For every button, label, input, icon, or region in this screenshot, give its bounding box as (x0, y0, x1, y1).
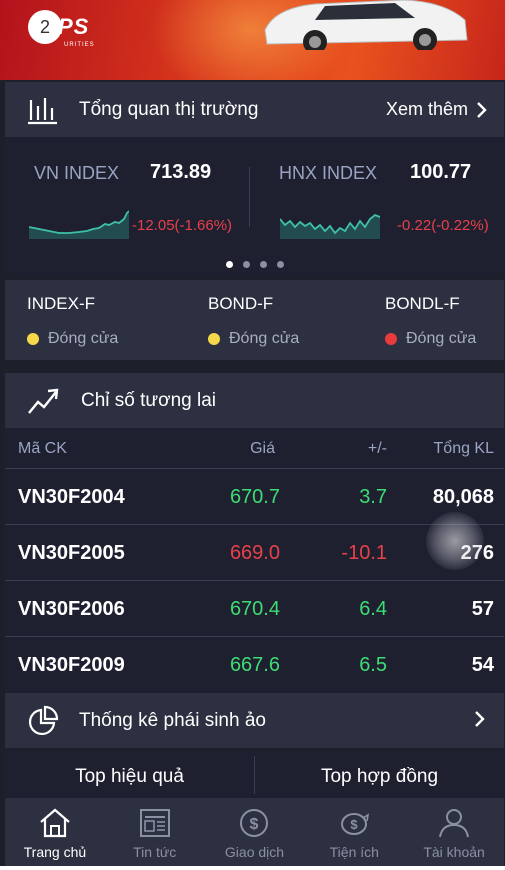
index-change: -0.22(-0.22%) (397, 217, 489, 234)
nav-news[interactable]: Tin tức (105, 798, 205, 866)
tab-divider (254, 756, 255, 794)
index-card-vn[interactable]: VN INDEX 713.89 -12.05(-1.66%) (5, 137, 245, 247)
tab-top-contracts[interactable]: Top hợp đồng (320, 766, 439, 787)
promo-banner[interactable]: 2 PS URITIES (0, 0, 505, 80)
row-symbol: VN30F2005 (18, 542, 125, 564)
user-icon (439, 809, 470, 838)
touch-indicator (426, 512, 484, 570)
product-name: BONDL-F (385, 294, 460, 313)
nav-trade[interactable]: $ Giao dịch (205, 798, 305, 866)
table-row[interactable]: VN30F2009 667.6 6.5 54 (5, 636, 504, 692)
futures-table: Mã CK Giá +/- Tổng KL VN30F2004 670.7 3.… (5, 428, 504, 692)
home-icon (40, 808, 70, 838)
dollar-icon: $ (240, 809, 269, 837)
column-volume[interactable]: Tổng KL (433, 440, 494, 457)
column-symbol[interactable]: Mã CK (18, 440, 67, 457)
row-price: 669.0 (229, 542, 280, 564)
futures-index-title: Chỉ số tương lai (81, 389, 217, 411)
trend-up-icon (28, 388, 59, 414)
index-carousel[interactable]: VN INDEX 713.89 -12.05(-1.66%) HNX INDEX… (5, 137, 504, 277)
index-name: VN INDEX (34, 163, 120, 183)
carousel-pagination[interactable] (5, 261, 504, 268)
product-status: Đóng cửa (27, 330, 118, 348)
row-change: 6.5 (359, 654, 387, 676)
index-name: HNX INDEX (279, 163, 378, 183)
status-dot (385, 333, 397, 345)
piggy-bank-icon: $ (341, 813, 370, 835)
nav-label: Trang chủ (23, 844, 87, 860)
row-symbol: VN30F2009 (18, 654, 125, 676)
row-price: 670.7 (229, 486, 280, 508)
market-overview-header[interactable]: Tổng quan thị trường Xem thêm (5, 82, 504, 137)
nav-utilities[interactable]: $ Tiện ích (304, 798, 404, 866)
row-symbol: VN30F2006 (18, 598, 125, 620)
car-image (264, 0, 468, 50)
pagination-dot[interactable] (276, 261, 284, 268)
column-change[interactable]: +/- (367, 440, 387, 457)
row-volume: 54 (471, 654, 494, 676)
status-dot (208, 333, 220, 345)
virtual-derivatives-stats-header[interactable]: Thống kê phái sinh ảo (5, 693, 504, 748)
product-status-label: Đóng cửa (229, 330, 300, 347)
brand-logo: 2 PS URITIES (28, 10, 94, 48)
futures-index-header[interactable]: Chỉ số tương lai (5, 373, 504, 428)
nav-label: Tin tức (133, 844, 177, 860)
nav-label: Tiện ích (329, 844, 379, 860)
index-value: 100.77 (410, 161, 472, 183)
column-price[interactable]: Giá (250, 440, 275, 457)
product-name: INDEX-F (27, 294, 95, 313)
row-price: 667.6 (229, 654, 280, 676)
index-value: 713.89 (150, 161, 212, 183)
tab-top-performance[interactable]: Top hiệu quả (75, 766, 184, 787)
bottom-edge (0, 866, 505, 870)
row-change: 6.4 (359, 598, 387, 620)
see-more-link[interactable]: Xem thêm (386, 99, 488, 120)
index-sparkline (29, 210, 129, 239)
table-row[interactable]: VN30F2004 670.7 3.7 80,068 (5, 468, 504, 524)
product-name: BOND-F (208, 294, 274, 313)
pagination-dot[interactable] (259, 261, 267, 268)
bottom-navigation: Trang chủ Tin tức $ Giao dịch $ Tiện ích (5, 798, 504, 866)
product-status-label: Đóng cửa (48, 330, 119, 347)
index-change: -12.05(-1.66%) (132, 217, 233, 234)
notification-badge[interactable]: 2 (28, 10, 62, 44)
pie-chart-icon (28, 705, 59, 735)
news-icon (139, 809, 170, 837)
table-row[interactable]: VN30F2006 670.4 6.4 57 (5, 580, 504, 636)
brand-name: PS (58, 14, 90, 39)
chevron-right-icon (475, 711, 485, 727)
pagination-dot[interactable] (242, 261, 250, 268)
product-status-bar: INDEX-F Đóng cửa BOND-F Đóng cửa BONDL-F… (5, 280, 504, 360)
table-row[interactable]: VN30F2005 669.0 -10.1 276 (5, 524, 504, 580)
product-status: Đóng cửa (385, 330, 476, 348)
nav-home[interactable]: Trang chủ (5, 798, 105, 866)
row-symbol: VN30F2004 (18, 486, 125, 508)
see-more-label: Xem thêm (385, 99, 468, 119)
product-status-label: Đóng cửa (406, 330, 477, 347)
nav-label: Giao dịch (224, 844, 285, 860)
stats-tabs: Top hiệu quả Top hợp đồng (5, 750, 504, 800)
row-volume: 80,068 (432, 486, 494, 508)
index-divider (249, 167, 250, 227)
nav-account[interactable]: Tài khoản (404, 798, 504, 866)
nav-label: Tài khoản (423, 844, 485, 860)
product-status: Đóng cửa (208, 330, 299, 348)
row-change: 3.7 (359, 486, 387, 508)
row-price: 670.4 (229, 598, 280, 620)
index-card-hnx[interactable]: HNX INDEX 100.77 -0.22(-0.22%) (255, 137, 495, 247)
svg-text:$: $ (250, 816, 259, 833)
table-header: Mã CK Giá +/- Tổng KL (5, 428, 504, 468)
virtual-derivatives-stats-title: Thống kê phái sinh ảo (79, 709, 266, 731)
svg-text:$: $ (351, 817, 359, 832)
pagination-dot[interactable] (225, 261, 233, 268)
chevron-right-icon (477, 101, 487, 118)
market-overview-title: Tổng quan thị trường (79, 98, 259, 120)
index-sparkline (280, 213, 380, 239)
bar-chart-icon (28, 97, 57, 124)
status-dot (27, 333, 39, 345)
row-volume: 57 (471, 598, 494, 620)
row-change: -10.1 (341, 542, 387, 564)
brand-subtitle: URITIES (64, 42, 95, 48)
